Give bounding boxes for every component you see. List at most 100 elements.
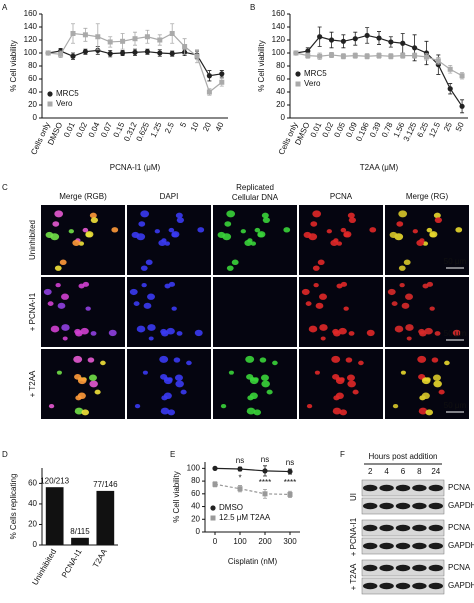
scale-bar-label: 50 μm (444, 329, 467, 338)
x-tick-label: 12.5 (427, 120, 442, 138)
data-point (206, 89, 212, 95)
x-tick-label: 200 (258, 537, 272, 546)
significance-label: **** (259, 478, 271, 487)
lane-label: 24 (431, 467, 440, 476)
x-tick-label: 1.25 (149, 120, 164, 138)
band-label: GAPDH (448, 501, 474, 510)
y-tick-label: 20 (28, 520, 37, 529)
data-point (340, 53, 346, 59)
row-label: + PCNA-I1 (28, 292, 37, 331)
cell-nucleus (438, 389, 445, 395)
data-point (237, 466, 243, 472)
group-label: + T2AA (349, 563, 358, 590)
legend-label: Vero (56, 99, 73, 108)
cell-nucleus (50, 325, 60, 333)
cell-nucleus (312, 210, 322, 218)
cell-nucleus (100, 360, 106, 366)
cell-nucleus (167, 409, 176, 416)
cell-nucleus (140, 265, 148, 271)
cell-nucleus (228, 370, 234, 375)
cell-nucleus (422, 283, 429, 289)
y-tick-label: 60 (276, 74, 285, 83)
cell-nucleus (82, 227, 89, 233)
y-axis-label: % Cells replicating (9, 474, 18, 540)
cell-nucleus (396, 221, 404, 227)
data-point (194, 53, 200, 59)
cell-nucleus (444, 360, 450, 366)
cell-nucleus (312, 265, 320, 271)
cell-nucleus (310, 221, 318, 227)
data-point (95, 34, 101, 40)
cell-nucleus (339, 409, 348, 416)
significance-label: ns (236, 456, 244, 465)
series-line (214, 483, 291, 496)
bar (71, 537, 89, 545)
lane-label: 4 (384, 467, 389, 476)
cell-nucleus (425, 409, 434, 416)
x-tick-label: 2.5 (163, 120, 176, 134)
blot-band (379, 582, 394, 590)
cell-nucleus (176, 331, 183, 336)
lane-label: 8 (417, 467, 422, 476)
x-tick-label: Uninhibited (30, 548, 58, 587)
cell-nucleus (186, 360, 192, 366)
y-axis-label: % Cell viability (9, 40, 18, 92)
y-tick-label: 140 (24, 22, 38, 31)
cell-nucleus (452, 329, 461, 337)
y-tick-label: 80 (276, 61, 285, 70)
micrograph-image (213, 277, 297, 347)
cell-nucleus (54, 210, 64, 218)
y-tick-label: 100 (187, 463, 201, 472)
y-tick-label: 20 (191, 514, 200, 523)
data-point (82, 32, 88, 38)
cell-nucleus (424, 327, 433, 335)
blot-band (428, 582, 444, 590)
cell-nucleus (90, 217, 99, 224)
cell-nucleus (140, 210, 150, 218)
cell-nucleus (352, 389, 359, 395)
cell-nucleus (52, 221, 60, 227)
blot-band (362, 502, 378, 510)
cell-nucleus (45, 231, 54, 239)
data-point (58, 51, 64, 57)
x-tick-label: 0.625 (135, 120, 152, 142)
cell-nucleus (412, 229, 418, 234)
cell-nucleus (129, 288, 138, 296)
data-point (317, 34, 323, 40)
x-tick-label: 300 (283, 537, 297, 546)
cell-nucleus (399, 283, 405, 288)
bar-value-label: 77/146 (93, 480, 118, 489)
scale-bar-label: 50 μm (444, 257, 467, 266)
data-point (144, 34, 150, 40)
y-tick-label: 60 (28, 479, 37, 488)
legend-label: MRC5 (56, 89, 79, 98)
blot-band (395, 564, 411, 572)
blot-band (362, 524, 378, 532)
cell-nucleus (163, 392, 172, 400)
y-tick-label: 60 (28, 74, 37, 83)
cell-nucleus (417, 355, 427, 363)
data-point (412, 45, 418, 51)
cell-nucleus (330, 239, 339, 246)
data-point (182, 44, 188, 49)
band-label: PCNA (448, 483, 471, 492)
cell-nucleus (433, 212, 441, 219)
data-point (376, 53, 382, 59)
cell-nucleus (418, 407, 428, 415)
panel-letter: D (2, 450, 8, 459)
cell-nucleus (85, 306, 91, 311)
cell-nucleus (143, 302, 152, 309)
cell-nucleus (174, 374, 183, 381)
legend-marker (47, 101, 53, 107)
cell-nucleus (246, 407, 256, 415)
significance-label: **** (284, 478, 296, 487)
cell-nucleus (72, 239, 81, 246)
cell-nucleus (389, 231, 398, 239)
series-line (214, 467, 291, 473)
cell-nucleus (303, 231, 312, 239)
cell-nucleus (434, 331, 441, 336)
legend-marker (210, 505, 216, 511)
data-point (212, 481, 218, 487)
data-point (262, 468, 268, 474)
y-tick-label: 140 (272, 22, 286, 31)
